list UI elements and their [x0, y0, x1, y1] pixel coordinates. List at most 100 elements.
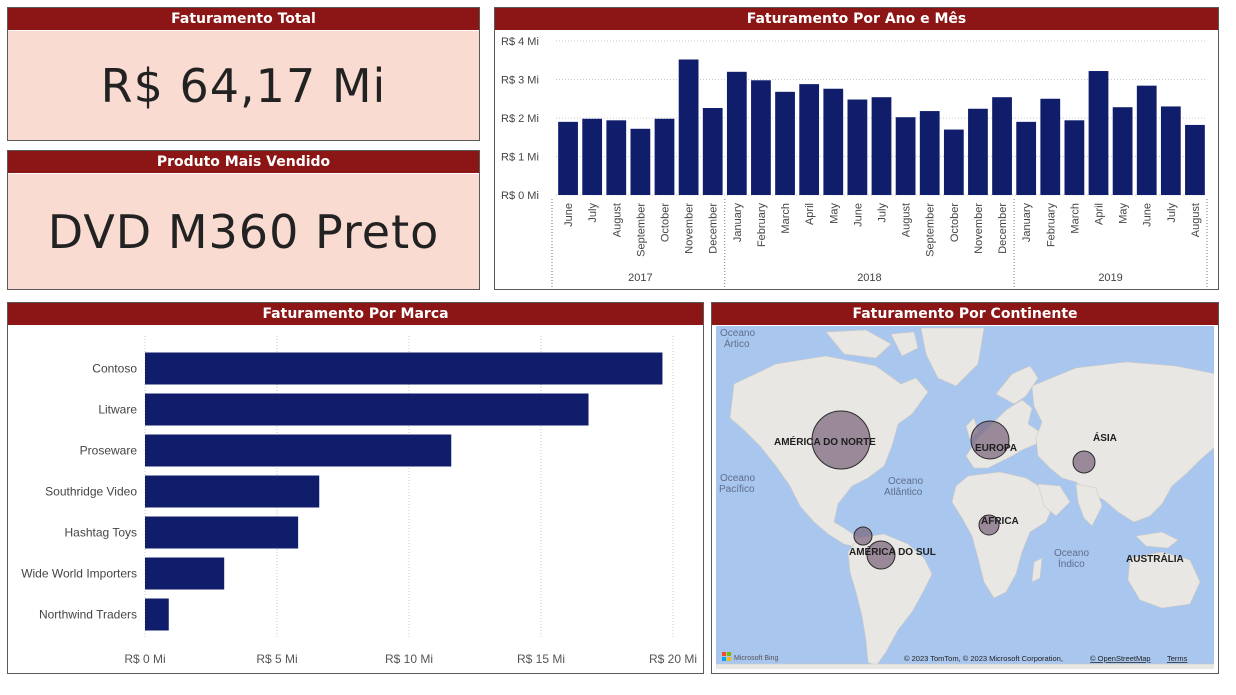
month-bar[interactable] — [1160, 106, 1181, 195]
bing-label: Microsoft Bing — [734, 655, 778, 662]
osm-link[interactable]: © OpenStreetMap — [1090, 654, 1151, 663]
world-map[interactable]: Oceano Ártico Oceano Pacífico Oceano Atl… — [716, 326, 1214, 669]
month-bar[interactable] — [1185, 124, 1205, 195]
top-product-title: Produto Mais Vendido — [8, 151, 479, 173]
month-bar[interactable] — [871, 97, 892, 195]
month-tick-label: January — [1021, 203, 1033, 243]
ocean-label-arctic-1: Oceano — [720, 328, 755, 339]
label-australia: AUSTRÁLIA — [1126, 552, 1184, 565]
month-bar[interactable] — [968, 108, 988, 195]
ocean-label-arctic-2: Ártico — [724, 337, 750, 350]
month-bar[interactable] — [919, 111, 940, 195]
month-bar[interactable] — [726, 71, 747, 195]
month-bar[interactable] — [775, 91, 795, 195]
month-tick-label: February — [1045, 203, 1057, 248]
map-title: Faturamento Por Continente — [712, 303, 1218, 325]
month-tick-label: August — [1190, 203, 1202, 237]
brand-bar[interactable] — [145, 475, 320, 508]
month-tick-label: March — [780, 203, 792, 234]
month-bar[interactable] — [558, 121, 578, 195]
brand-bar[interactable] — [145, 352, 663, 385]
ocean-label-atlantic-1: Oceano — [888, 476, 923, 487]
brand-bar[interactable] — [145, 434, 452, 467]
month-tick-label: October — [660, 203, 672, 242]
bubble-south-america-2[interactable] — [866, 540, 896, 570]
ocean-label-pacific-1: Oceano — [720, 473, 755, 484]
brand-label: Northwind Traders — [39, 608, 137, 622]
month-tick-label: April — [1094, 203, 1106, 225]
brand-bar[interactable] — [145, 516, 299, 549]
month-bar[interactable] — [606, 120, 627, 195]
month-bar[interactable] — [1136, 85, 1157, 195]
month-tick-label: February — [756, 203, 768, 248]
label-south-america: AMÉRICA DO SUL — [849, 545, 936, 558]
bubble-europe[interactable] — [970, 420, 1010, 460]
ocean-label-pacific-2: Pacífico — [719, 484, 755, 495]
month-bar[interactable] — [630, 128, 651, 195]
month-tick-label: July — [587, 203, 599, 223]
month-bar[interactable] — [678, 59, 699, 196]
month-tick-label: May — [1118, 203, 1130, 224]
month-tick-label: July — [877, 203, 889, 223]
continent-labels: AMÉRICA DO NORTE EUROPA ÁSIA ÁFRICA AMÉR… — [774, 431, 1184, 565]
bubble-south-america-1[interactable] — [853, 526, 873, 546]
land-shapes — [716, 327, 1214, 669]
label-africa: ÁFRICA — [981, 514, 1019, 527]
month-tick-label: September — [635, 203, 647, 257]
month-bar[interactable] — [1112, 107, 1133, 195]
monthly-chart-title: Faturamento Por Ano e Mês — [495, 8, 1218, 30]
month-bar[interactable] — [847, 99, 868, 195]
y-tick-label: R$ 3 Mi — [501, 75, 539, 87]
label-north-america: AMÉRICA DO NORTE — [774, 435, 876, 448]
y-tick-label: R$ 2 Mi — [501, 113, 539, 125]
x-tick-label: R$ 20 Mi — [649, 652, 697, 666]
month-tick-label: March — [1069, 203, 1081, 234]
monthly-chart-svg: R$ 0 Mi R$ 1 Mi R$ 2 Mi R$ 3 Mi R$ 4 Mi June J… — [501, 36, 1208, 289]
month-bar[interactable] — [1064, 120, 1085, 195]
month-bar[interactable] — [1088, 71, 1109, 195]
brand-label: Hashtag Toys — [65, 526, 138, 540]
bing-logo: Microsoft Bing — [722, 652, 778, 662]
bubble-africa[interactable] — [978, 514, 1000, 536]
brand-bar[interactable] — [145, 598, 169, 631]
month-bar[interactable] — [895, 117, 916, 195]
ocean-label-atlantic-2: Atlântico — [884, 487, 923, 498]
month-tick-label: June — [1142, 203, 1154, 227]
month-bar[interactable] — [1016, 121, 1037, 195]
bubble-asia[interactable] — [1072, 450, 1096, 474]
brand-bar[interactable] — [145, 393, 589, 426]
month-tick-label: June — [852, 203, 864, 227]
month-bar[interactable] — [1040, 98, 1061, 195]
brand-bar[interactable] — [145, 557, 225, 590]
month-bar[interactable] — [799, 84, 820, 195]
continent-map-panel[interactable]: Faturamento Por Continente — [711, 302, 1219, 674]
year-label: 2017 — [628, 272, 652, 284]
terms-link[interactable]: Terms — [1167, 654, 1188, 663]
month-tick-label: August — [611, 203, 623, 237]
continent-bubbles — [811, 410, 1096, 570]
month-bar[interactable] — [823, 88, 844, 195]
month-tick-label: September — [925, 203, 937, 257]
month-bar[interactable] — [654, 118, 675, 195]
x-tick-label: R$ 0 Mi — [124, 652, 165, 666]
monthly-revenue-chart[interactable]: Faturamento Por Ano e Mês R$ 0 Mi R$ 1 Mi… — [494, 7, 1219, 290]
month-bar[interactable] — [992, 97, 1012, 195]
brand-revenue-chart[interactable]: Faturamento Por Marca R$ 0 Mi R$ 5 Mi R$ 1… — [7, 302, 704, 674]
month-bar[interactable] — [751, 80, 771, 195]
x-tick-label: R$ 15 Mi — [517, 652, 565, 666]
month-tick-label: July — [1166, 203, 1178, 223]
top-product-card[interactable]: Produto Mais Vendido DVD M360 Preto — [7, 150, 480, 290]
month-bar[interactable] — [943, 129, 964, 195]
map-copyright: © 2023 TomTom, © 2023 Microsoft Corporat… — [904, 654, 1063, 663]
y-tick-label: R$ 4 Mi — [501, 36, 539, 48]
brand-label: Wide World Importers — [21, 567, 137, 581]
month-tick-label: December — [997, 203, 1009, 254]
month-tick-label: June — [563, 203, 575, 227]
bubble-north-america[interactable] — [811, 410, 871, 470]
month-bar[interactable] — [582, 118, 603, 195]
year-label: 2019 — [1098, 272, 1122, 284]
month-tick-label: April — [804, 203, 816, 225]
total-revenue-card[interactable]: Faturamento Total R$ 64,17 Mi — [7, 7, 480, 141]
month-bar[interactable] — [702, 107, 723, 195]
world-map-svg: Oceano Ártico Oceano Pacífico Oceano Atl… — [716, 327, 1214, 669]
